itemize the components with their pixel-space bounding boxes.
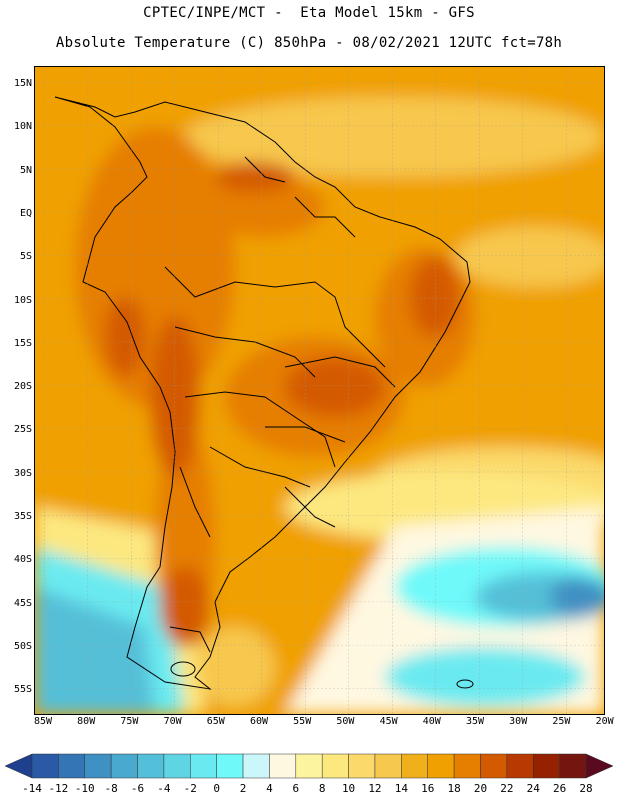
lat-label: 45S	[13, 597, 32, 609]
colorbar-swatch-light-blue	[110, 753, 138, 779]
colorbar-swatch-orange	[427, 753, 455, 779]
lat-label: 50S	[13, 640, 32, 652]
lon-label: 45W	[379, 716, 398, 727]
colorbar-label: 18	[447, 782, 461, 795]
lat-lon-grid	[35, 67, 604, 714]
colorbar-label: 12	[368, 782, 382, 795]
lat-label: 20S	[13, 381, 32, 393]
lon-label: 85W	[33, 716, 53, 727]
colorbar-swatch-cream	[269, 753, 297, 779]
lat-label: 55S	[13, 684, 32, 696]
lat-label: 10N	[13, 121, 32, 133]
colorbar-label: 4	[266, 782, 273, 795]
colorbar-swatch-red-orange	[480, 753, 508, 779]
lon-label: 70W	[163, 716, 182, 727]
lat-label: EQ	[19, 207, 32, 219]
colorbar-label: -8	[104, 782, 118, 795]
colorbar-swatch-pale-cyan	[242, 753, 270, 779]
colorbar-swatch-yellow	[348, 753, 376, 779]
colorbar-label: 14	[394, 782, 408, 795]
map-subtitle: Absolute Temperature (C) 850hPa - 08/02/…	[55, 35, 563, 51]
lon-label: 25W	[552, 716, 571, 727]
colorbar-label: 6	[292, 782, 300, 795]
colorbar-label: -10	[74, 782, 95, 795]
lat-label: 35S	[13, 511, 32, 522]
lat-label: 15N	[13, 78, 32, 89]
colorbar-swatch-dark-orange	[453, 753, 481, 779]
lat-label: 5S	[19, 251, 32, 263]
colorbar-label: -6	[130, 782, 145, 795]
colorbar-label: -12	[48, 782, 69, 795]
colorbar-label: -14	[22, 782, 42, 795]
lon-label: 75W	[120, 716, 139, 727]
map-canvas	[35, 67, 604, 714]
colorbar-label: 16	[421, 782, 435, 795]
colorbar-swatch-blue	[84, 753, 112, 779]
lat-label: 40S	[13, 554, 32, 566]
lat-label: 15S	[13, 337, 32, 349]
lon-label: 20W	[595, 716, 614, 727]
lon-label: 55W	[293, 716, 312, 727]
lon-label: 50W	[336, 716, 355, 727]
colorbar	[4, 753, 614, 779]
lon-label: 80W	[77, 716, 96, 727]
colorbar-swatch-dark-brown	[559, 753, 587, 779]
map-title: CPTEC/INPE/MCT - Eta Model 15km - GFS	[143, 5, 475, 21]
colorbar-swatch-deep-blue	[4, 753, 33, 779]
lon-label: 60W	[249, 716, 269, 727]
colorbar-label: 2	[239, 782, 247, 795]
colorbar-swatch-yellow	[321, 753, 349, 779]
colorbar-swatch-rust	[506, 753, 534, 779]
colorbar-swatch-aqua	[216, 753, 244, 779]
lat-label: 30S	[13, 467, 32, 479]
lat-label: 10S	[13, 294, 32, 306]
colorbar-swatch-gold	[374, 753, 402, 779]
temperature-map	[34, 66, 605, 715]
lon-label: 35W	[465, 716, 485, 727]
colorbar-swatch-brown	[532, 753, 560, 779]
colorbar-label: 10	[341, 782, 356, 795]
colorbar-label: 20	[473, 782, 488, 795]
colorbar-label: 8	[318, 782, 326, 795]
colorbar-label: -4	[157, 782, 171, 795]
colorbar-swatch-cyan	[163, 753, 191, 779]
colorbar-swatch-blue	[58, 753, 86, 779]
lon-label: 65W	[206, 716, 225, 727]
colorbar-label: 0	[213, 782, 220, 795]
colorbar-swatch-blue	[31, 753, 59, 779]
lat-label: 5N	[19, 164, 32, 176]
colorbar-label: 28	[579, 782, 593, 795]
lat-label: 25S	[13, 424, 32, 436]
colorbar-swatch-cyan	[190, 753, 217, 779]
colorbar-label: -2	[183, 782, 197, 795]
lon-label: 40W	[422, 716, 441, 727]
colorbar-swatch-light-blue	[137, 753, 165, 779]
colorbar-label: 26	[552, 782, 567, 795]
colorbar-label: 22	[500, 782, 514, 795]
colorbar-swatch-maroon	[585, 753, 614, 779]
lon-label: 30W	[509, 716, 528, 727]
colorbar-swatch-pale-yellow	[295, 753, 323, 779]
colorbar-label: 24	[526, 782, 540, 795]
colorbar-swatch-gold	[401, 753, 428, 779]
